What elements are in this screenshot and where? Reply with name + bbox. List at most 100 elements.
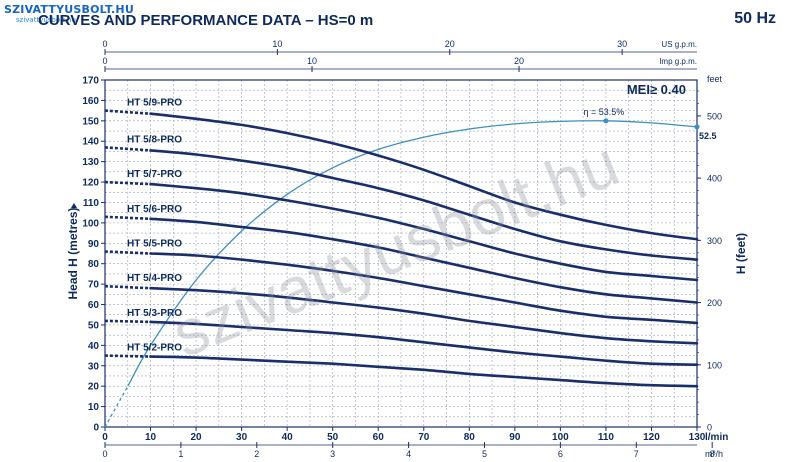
x-tick-label: 70 [418, 432, 430, 443]
y2-tick-label: 300 [707, 236, 722, 246]
m3h-tick-label: 7 [634, 449, 639, 459]
impgpm-tick-label: 20 [514, 56, 524, 66]
pump-curve-dashed [104, 284, 151, 290]
x-tick-label: 40 [282, 432, 294, 443]
x-tick-label: 100 [552, 432, 569, 443]
pump-curve [149, 112, 699, 241]
usgpm-tick-label: 0 [102, 39, 107, 49]
m3h-tick-label: 2 [254, 449, 259, 459]
watermark-text: szivattyusbolt.hu [163, 127, 629, 371]
x-axis-unit: l/min [705, 432, 728, 443]
brand-url: szivattyusbolt.hu [16, 16, 76, 24]
pump-curve [149, 149, 699, 261]
y-tick-label: 40 [88, 341, 100, 352]
y-axis-label: Head H (metres) [66, 207, 80, 299]
pump-curve-dashed [104, 146, 151, 152]
x-tick-label: 50 [327, 432, 339, 443]
impgpm-tick-label: 0 [102, 56, 107, 66]
y2-tick-label: 400 [707, 174, 722, 184]
usgpm-tick-label: 20 [445, 39, 455, 49]
pump-curve [149, 252, 699, 325]
y2-tick-label: 200 [707, 298, 722, 308]
pump-curve-dashed [104, 180, 151, 186]
y-tick-label: 130 [82, 157, 99, 168]
y2-tick-label: 500 [707, 111, 722, 121]
impgpm-tick-label: 10 [307, 56, 317, 66]
pump-curve [149, 286, 699, 345]
y2-unit: feet [707, 74, 723, 84]
x-tick-label: 110 [598, 432, 615, 443]
y-tick-label: 50 [88, 320, 100, 331]
m3h-tick-label: 3 [330, 449, 335, 459]
y-tick-label: 20 [88, 382, 100, 393]
series-label: HT 5/8-PRO [127, 134, 182, 145]
m3h-unit: m³/h [705, 449, 723, 459]
efficiency-end-marker [694, 124, 700, 130]
y-axis-arrow-icon [71, 203, 77, 208]
pump-curve-dashed [104, 109, 151, 115]
page-title: CURVES AND PERFORMANCE DATA – HS=0 m [38, 12, 374, 29]
x-tick-label: 20 [191, 432, 203, 443]
pump-curve-dashed [104, 215, 151, 221]
m3h-tick-label: 5 [482, 449, 487, 459]
x-tick-label: 10 [145, 432, 157, 443]
pump-curve [149, 182, 699, 282]
y-tick-label: 10 [88, 402, 100, 413]
y-tick-label: 60 [88, 300, 100, 311]
pump-curve-dashed [104, 354, 151, 358]
efficiency-curve [127, 120, 698, 387]
usgpm-tick-label: 30 [617, 39, 627, 49]
y-tick-label: 120 [82, 178, 99, 189]
pump-curve-dashed [104, 250, 151, 255]
y-tick-label: 160 [82, 96, 99, 107]
x-tick-label: 120 [643, 432, 660, 443]
m3h-tick-label: 8 [710, 449, 715, 459]
y-tick-label: 90 [88, 239, 100, 250]
pump-curve [149, 320, 699, 366]
efficiency-curve-dashed [104, 385, 129, 428]
x-tick-label: 130 [689, 432, 706, 443]
mei-label: MEI≥ 0.40 [627, 82, 686, 97]
series-label: HT 5/7-PRO [127, 169, 182, 180]
y-tick-label: 110 [83, 198, 100, 209]
series-label: HT 5/6-PRO [127, 204, 182, 215]
y-tick-label: 30 [88, 361, 100, 372]
usgpm-tick-label: 10 [272, 39, 282, 49]
efficiency-peak-marker [603, 118, 609, 124]
y-tick-label: 0 [93, 423, 99, 434]
y2-tick-label: 0 [707, 423, 712, 433]
pump-curve-dashed [104, 319, 151, 324]
grid-layer [104, 79, 698, 428]
m3h-tick-label: 0 [102, 449, 107, 459]
curve-layer [104, 109, 700, 428]
y-tick-label: 70 [88, 280, 100, 291]
x-tick-label: 90 [509, 432, 521, 443]
efficiency-end-label: 52.5 [699, 131, 717, 141]
m3h-tick-label: 4 [406, 449, 411, 459]
axis-layer [101, 49, 713, 448]
m3h-tick-label: 1 [178, 449, 183, 459]
y-tick-label: 140 [82, 137, 99, 148]
y-tick-label: 150 [82, 116, 99, 127]
series-label: HT 5/4-PRO [127, 273, 182, 284]
x-tick-label: 60 [373, 432, 385, 443]
y2-tick-label: 100 [707, 360, 722, 370]
frequency-label: 50 Hz [734, 10, 776, 27]
m3h-tick-label: 6 [558, 449, 563, 459]
y-tick-label: 100 [82, 218, 99, 229]
plot-frame [104, 79, 698, 428]
brand-logo: SZIVATTYUSBOLT.HU [4, 3, 134, 16]
pump-curve [149, 217, 699, 304]
series-label: HT 5/9-PRO [127, 98, 182, 109]
x-tick-label: 0 [102, 432, 108, 443]
pump-curve [149, 355, 699, 388]
x-tick-label: 80 [464, 432, 476, 443]
efficiency-label: η = 53.5% [584, 107, 625, 117]
series-label: HT 5/3-PRO [127, 308, 182, 319]
series-label: HT 5/2-PRO [127, 343, 182, 354]
x-tick-label: 30 [236, 432, 248, 443]
series-label: HT 5/5-PRO [127, 238, 182, 249]
